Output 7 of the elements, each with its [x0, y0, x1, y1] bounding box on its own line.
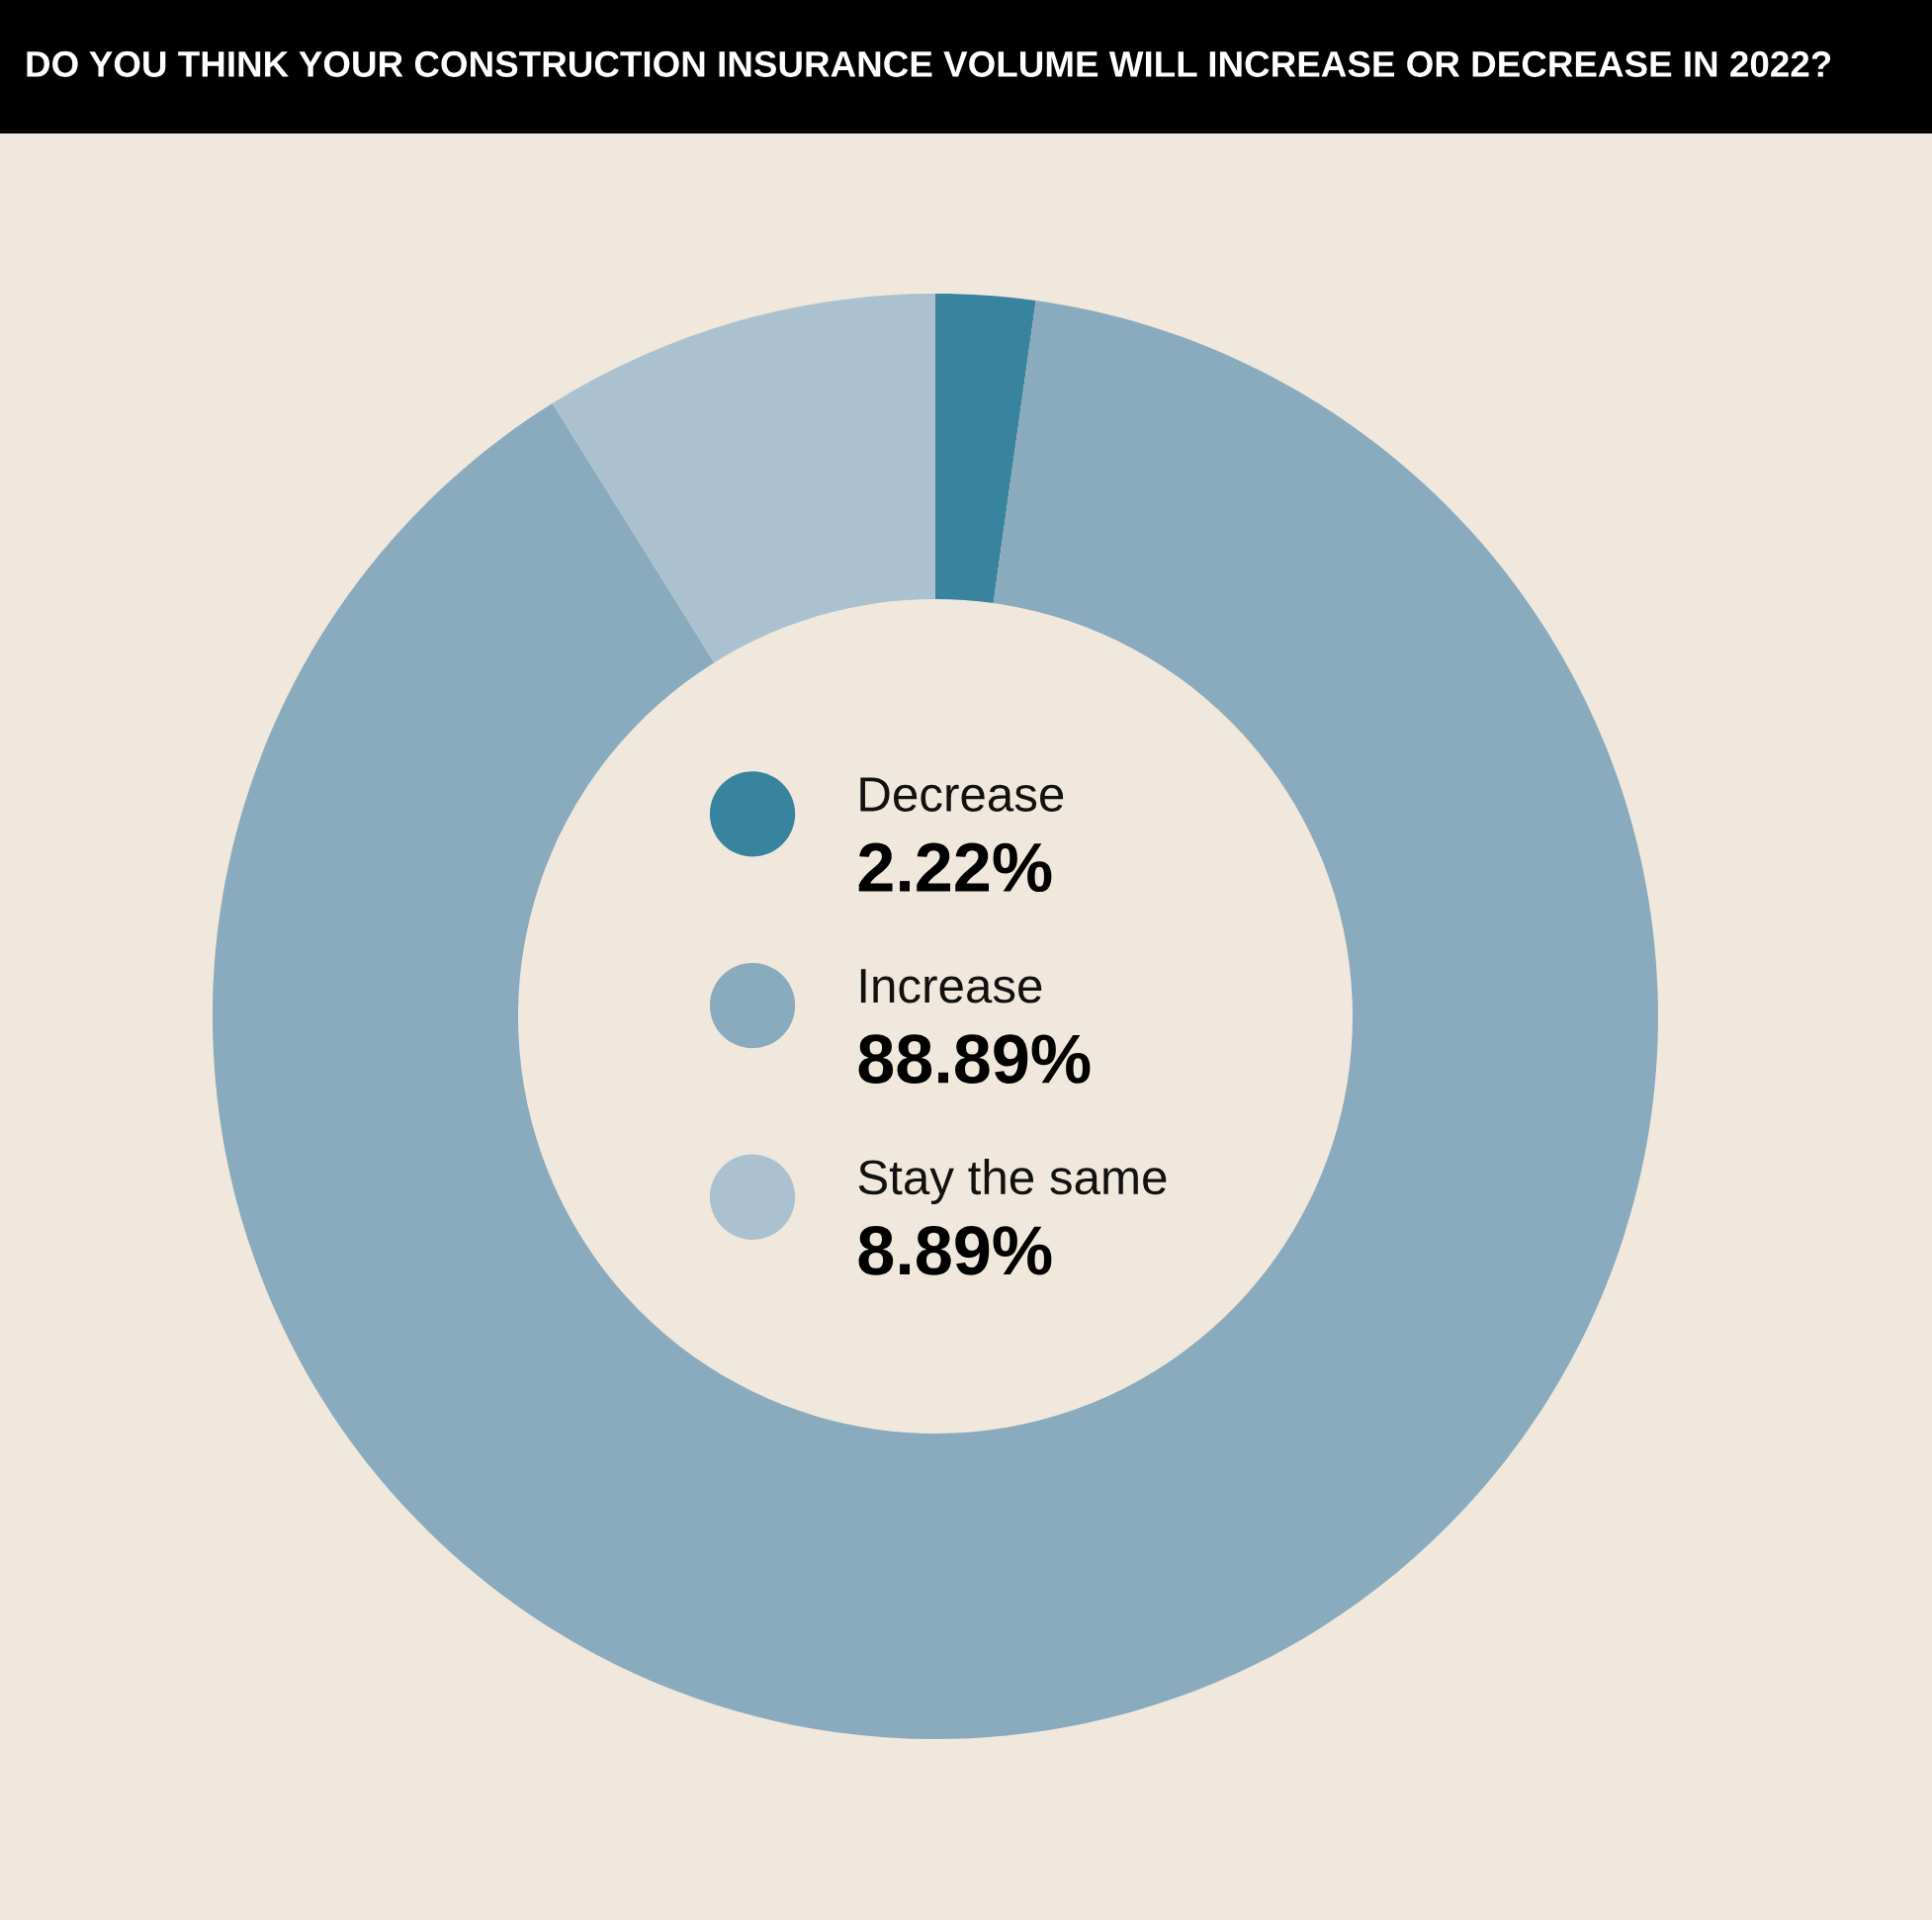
legend-label: Decrease	[860, 777, 1064, 812]
legend-label: Increase	[860, 969, 1042, 1004]
legend-label: Stay the same	[858, 1159, 1167, 1205]
data-label: 88.89%	[858, 1034, 1091, 1084]
data-label: 8.89%	[858, 1225, 1052, 1275]
chart-title: DO YOU THINK YOUR CONSTRUCTION INSURANCE VOLUME WILL INCREASE OR DECREASE IN 2022?	[27, 50, 1831, 77]
data-label: 2.22%	[858, 842, 1052, 893]
